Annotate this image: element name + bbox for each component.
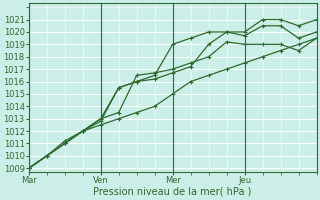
X-axis label: Pression niveau de la mer( hPa ): Pression niveau de la mer( hPa ) [93,187,252,197]
